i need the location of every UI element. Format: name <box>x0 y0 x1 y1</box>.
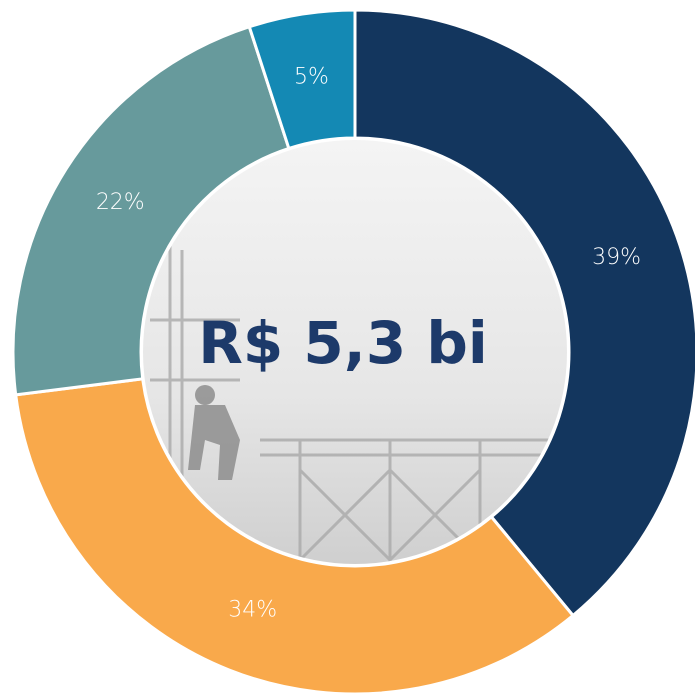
center-label: R$ 5,3 bi <box>198 309 488 377</box>
value-label: 34% <box>228 597 277 622</box>
value-label: 39% <box>592 245 641 270</box>
slices <box>11 8 695 696</box>
value-label: 5% <box>294 64 329 89</box>
center-photo <box>141 138 569 566</box>
value-label: 22% <box>96 190 145 215</box>
